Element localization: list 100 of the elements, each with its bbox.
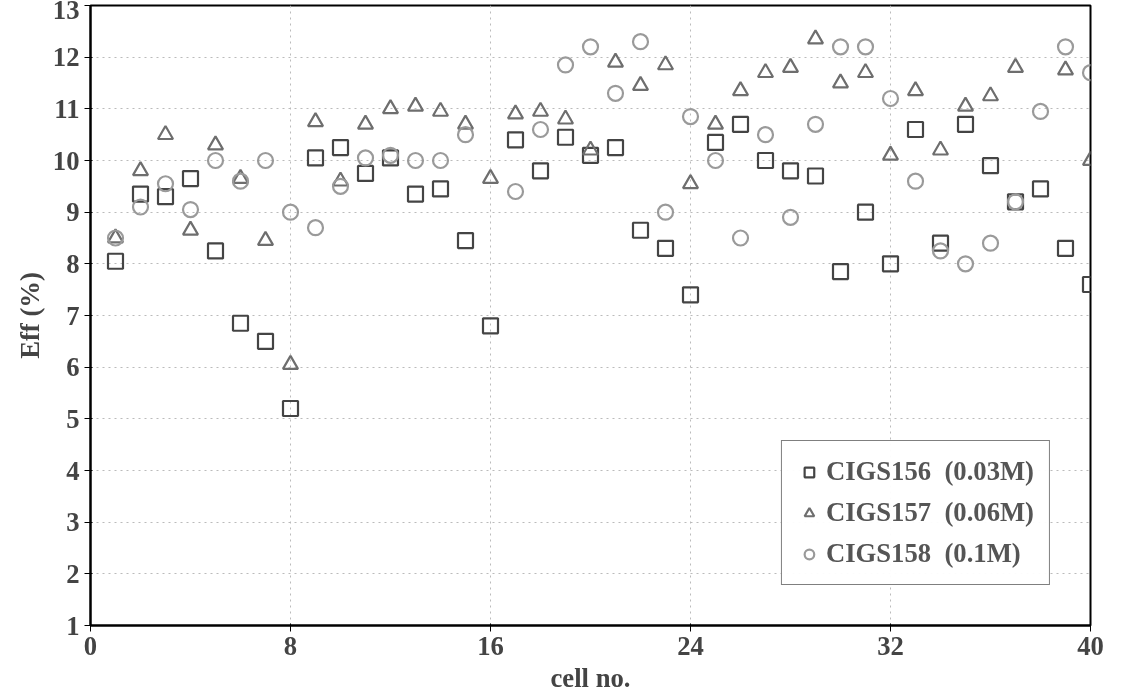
point bbox=[931, 140, 950, 156]
point bbox=[531, 120, 550, 139]
x-axis-title: cell no. bbox=[550, 662, 631, 693]
point bbox=[381, 99, 400, 115]
x-tick-label: 24 bbox=[677, 630, 704, 661]
point bbox=[1031, 102, 1050, 120]
point bbox=[556, 109, 575, 125]
point bbox=[406, 151, 425, 170]
point bbox=[156, 188, 175, 206]
point bbox=[831, 38, 850, 56]
point bbox=[456, 231, 475, 250]
point bbox=[956, 255, 975, 273]
point bbox=[931, 234, 950, 252]
point bbox=[856, 203, 875, 221]
x-tick-label: 8 bbox=[283, 630, 298, 661]
point bbox=[256, 332, 275, 350]
point bbox=[131, 198, 150, 216]
point bbox=[956, 115, 975, 133]
point bbox=[706, 114, 725, 130]
point bbox=[231, 172, 250, 190]
x-tick-label: 40 bbox=[1077, 630, 1104, 661]
point bbox=[781, 57, 800, 73]
point bbox=[981, 157, 1000, 175]
x-tick-label: 32 bbox=[877, 630, 904, 661]
y-tick-label: 7 bbox=[66, 300, 80, 331]
x-tick-label: 16 bbox=[477, 630, 504, 661]
y-tick-label: 9 bbox=[66, 197, 80, 228]
point bbox=[981, 234, 1000, 252]
y-tick-label: 3 bbox=[66, 507, 80, 538]
point bbox=[206, 242, 225, 260]
point bbox=[331, 177, 350, 195]
point bbox=[431, 101, 450, 117]
point bbox=[506, 131, 525, 149]
point bbox=[731, 80, 750, 97]
point bbox=[181, 169, 200, 188]
point bbox=[581, 38, 600, 56]
point bbox=[556, 128, 575, 146]
point bbox=[1031, 180, 1050, 198]
point bbox=[481, 168, 500, 185]
point bbox=[931, 242, 950, 260]
point bbox=[431, 180, 450, 198]
point bbox=[256, 230, 275, 247]
point bbox=[606, 84, 625, 102]
point bbox=[306, 149, 325, 167]
point bbox=[281, 203, 300, 221]
point bbox=[406, 185, 425, 203]
point bbox=[206, 135, 225, 151]
point bbox=[131, 185, 150, 203]
point bbox=[756, 62, 775, 79]
legend-label: CIGS157 (0.06M) bbox=[825, 497, 1034, 528]
point bbox=[481, 317, 500, 335]
point bbox=[1056, 38, 1075, 56]
point bbox=[856, 38, 875, 56]
point bbox=[906, 80, 925, 97]
point bbox=[806, 29, 825, 45]
legend-label: CIGS158 (0.1M) bbox=[825, 538, 1021, 569]
point bbox=[231, 168, 250, 185]
y-tick-label: 13 bbox=[52, 0, 80, 25]
point bbox=[531, 101, 550, 117]
point bbox=[556, 56, 575, 74]
point bbox=[906, 172, 925, 190]
point bbox=[356, 114, 375, 130]
point bbox=[281, 399, 300, 418]
point bbox=[781, 162, 800, 180]
point bbox=[131, 161, 150, 177]
point bbox=[656, 203, 675, 221]
point bbox=[856, 62, 875, 79]
point bbox=[406, 96, 425, 112]
y-axis-title: Eff (%) bbox=[14, 272, 45, 359]
point bbox=[831, 262, 850, 281]
point bbox=[631, 75, 650, 92]
point bbox=[331, 138, 350, 157]
point bbox=[181, 220, 200, 236]
y-tick-label: 5 bbox=[66, 403, 80, 434]
y-tick-label: 11 bbox=[54, 93, 80, 124]
point bbox=[631, 33, 650, 51]
point bbox=[981, 86, 1000, 102]
point bbox=[431, 151, 450, 170]
point bbox=[506, 104, 525, 120]
x-tick-label: 0 bbox=[83, 630, 98, 661]
point bbox=[831, 73, 850, 89]
point bbox=[1056, 60, 1075, 76]
point bbox=[331, 171, 350, 187]
point bbox=[231, 314, 250, 332]
point bbox=[581, 140, 600, 156]
point bbox=[681, 173, 700, 190]
point bbox=[306, 111, 325, 128]
point bbox=[731, 229, 750, 247]
y-tick-label: 10 bbox=[52, 145, 80, 176]
point bbox=[756, 151, 775, 170]
point bbox=[606, 138, 625, 157]
y-tick-label: 8 bbox=[66, 248, 80, 279]
y-tick-label: 6 bbox=[66, 352, 80, 383]
point bbox=[106, 252, 125, 270]
point bbox=[456, 114, 475, 130]
point bbox=[356, 149, 375, 167]
point bbox=[456, 126, 475, 144]
point bbox=[181, 201, 200, 219]
point bbox=[506, 182, 525, 201]
point bbox=[756, 126, 775, 144]
